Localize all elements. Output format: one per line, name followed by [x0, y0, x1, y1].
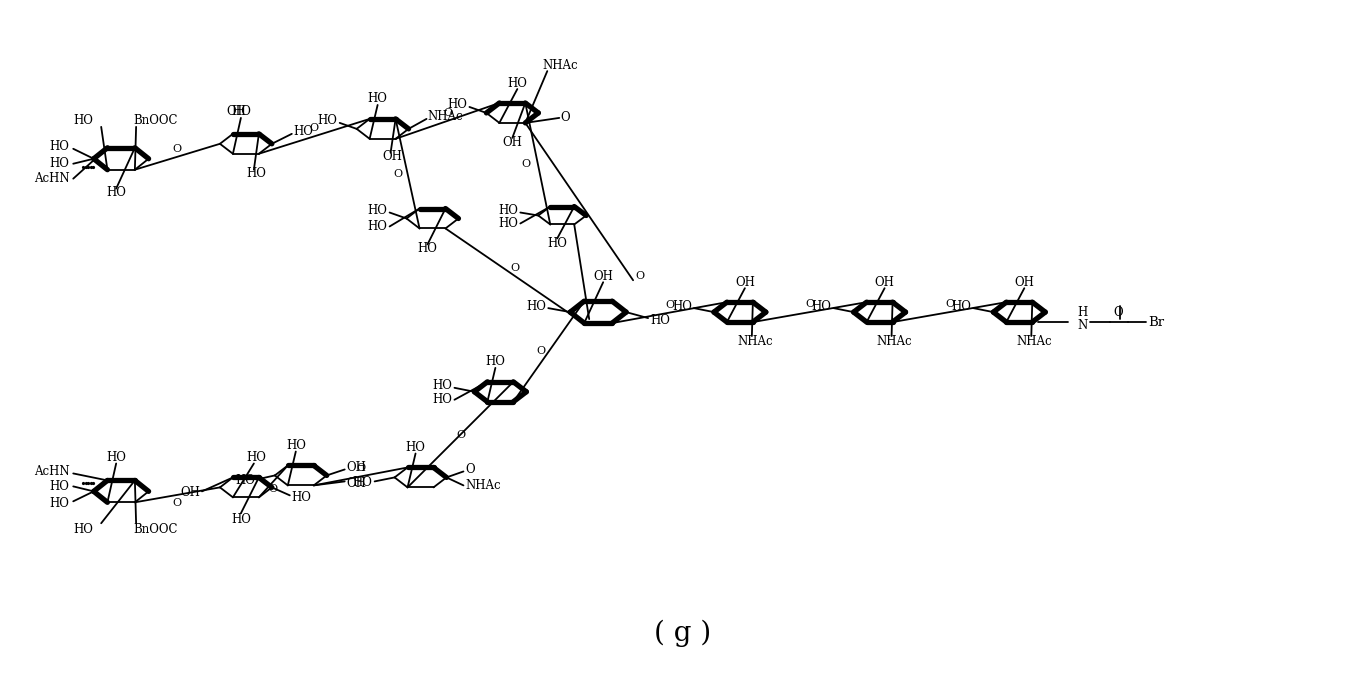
- Text: AcHN: AcHN: [34, 465, 70, 478]
- Text: HO: HO: [107, 451, 126, 464]
- Text: OH: OH: [347, 477, 366, 490]
- Text: HO: HO: [49, 140, 70, 153]
- Text: O: O: [173, 144, 182, 154]
- Text: HO: HO: [294, 125, 314, 138]
- Text: HO: HO: [49, 480, 70, 493]
- Text: HO: HO: [352, 476, 373, 489]
- Text: O: O: [560, 112, 570, 125]
- Text: HO: HO: [292, 491, 311, 504]
- Text: ( g ): ( g ): [654, 620, 712, 647]
- Text: HO: HO: [285, 439, 306, 452]
- Text: O: O: [537, 347, 545, 357]
- Text: HO: HO: [811, 300, 832, 313]
- Text: OH: OH: [1015, 276, 1034, 288]
- Text: O: O: [393, 169, 402, 179]
- Text: O: O: [511, 263, 519, 273]
- Text: HO: HO: [231, 106, 251, 118]
- Text: H: H: [1076, 305, 1087, 319]
- Text: OH: OH: [503, 136, 522, 150]
- Text: HO: HO: [499, 204, 518, 217]
- Text: NHAc: NHAc: [466, 479, 501, 492]
- Text: NHAc: NHAc: [1016, 336, 1052, 349]
- Text: HO: HO: [406, 441, 425, 454]
- Text: OH: OH: [735, 276, 755, 288]
- Text: HO: HO: [485, 355, 505, 368]
- Text: O: O: [443, 108, 452, 118]
- Text: HO: HO: [433, 379, 452, 392]
- Text: O: O: [357, 464, 365, 473]
- Text: HO: HO: [367, 204, 388, 217]
- Text: NHAc: NHAc: [542, 59, 578, 72]
- Text: HO: HO: [367, 220, 388, 233]
- Text: OH: OH: [382, 150, 403, 163]
- Text: Br: Br: [1147, 315, 1164, 328]
- Text: HO: HO: [952, 300, 971, 313]
- Text: HO: HO: [49, 497, 70, 510]
- Text: HO: HO: [418, 242, 437, 255]
- Text: O: O: [665, 300, 673, 309]
- Text: BnOOC: BnOOC: [133, 114, 178, 127]
- Text: HO: HO: [672, 300, 693, 313]
- Text: HO: HO: [548, 237, 567, 250]
- Text: NHAc: NHAc: [738, 336, 773, 349]
- Text: BnOOC: BnOOC: [133, 523, 178, 536]
- Text: AcHN: AcHN: [34, 172, 70, 185]
- Text: HO: HO: [246, 167, 266, 180]
- Text: O: O: [635, 271, 645, 281]
- Text: HO: HO: [650, 313, 669, 326]
- Text: O: O: [456, 430, 464, 439]
- Text: HO: HO: [507, 77, 527, 89]
- Text: HO: HO: [499, 217, 518, 230]
- Text: HO: HO: [367, 93, 388, 106]
- Text: HO: HO: [107, 186, 126, 199]
- Text: HO: HO: [74, 114, 93, 127]
- Text: O: O: [269, 484, 277, 494]
- Text: OH: OH: [347, 461, 366, 474]
- Text: O: O: [805, 299, 814, 309]
- Text: OH: OH: [593, 269, 613, 283]
- Text: HO: HO: [231, 512, 251, 526]
- Text: HO: HO: [318, 114, 337, 127]
- Text: HO: HO: [448, 98, 467, 112]
- Text: O: O: [173, 498, 182, 508]
- Text: HO: HO: [235, 474, 255, 487]
- Text: O: O: [945, 299, 953, 309]
- Text: OH: OH: [180, 486, 199, 499]
- Text: O: O: [1113, 305, 1123, 319]
- Text: N: N: [1076, 319, 1087, 332]
- Text: O: O: [522, 158, 530, 169]
- Text: HO: HO: [49, 157, 70, 170]
- Text: OH: OH: [874, 276, 895, 288]
- Text: HO: HO: [74, 523, 93, 536]
- Text: O: O: [466, 463, 475, 476]
- Text: NHAc: NHAc: [428, 110, 463, 123]
- Text: OH: OH: [225, 106, 246, 118]
- Text: HO: HO: [433, 393, 452, 406]
- Text: HO: HO: [526, 300, 546, 313]
- Text: HO: HO: [246, 451, 266, 464]
- Text: NHAc: NHAc: [877, 336, 912, 349]
- Text: O: O: [310, 123, 318, 133]
